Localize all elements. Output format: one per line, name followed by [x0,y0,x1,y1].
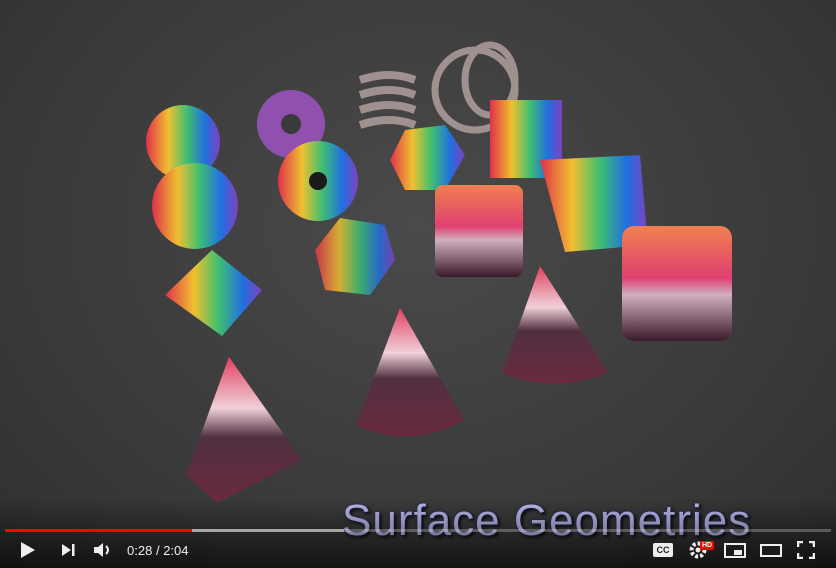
theater-button[interactable] [760,543,782,558]
duration: 2:04 [163,543,189,558]
time-display: 0:28 / 2:04 [127,543,189,558]
volume-button[interactable] [93,542,113,558]
progress-bar[interactable] [5,529,831,532]
captions-button[interactable]: CC [653,543,673,557]
miniplayer-button[interactable] [724,543,746,558]
fullscreen-button[interactable] [797,541,815,559]
shapes [146,41,732,503]
played-bar [5,529,192,532]
next-button[interactable] [60,543,76,557]
time-separator: / [155,543,160,558]
controls-background [0,498,836,568]
play-button[interactable] [18,541,36,559]
current-time: 0:28 [127,543,153,558]
settings-button[interactable] [689,541,707,559]
hd-badge: HD [700,541,715,550]
